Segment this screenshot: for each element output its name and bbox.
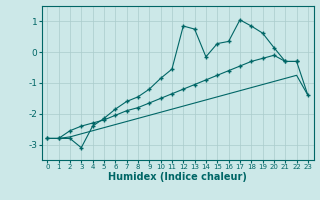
- X-axis label: Humidex (Indice chaleur): Humidex (Indice chaleur): [108, 172, 247, 182]
